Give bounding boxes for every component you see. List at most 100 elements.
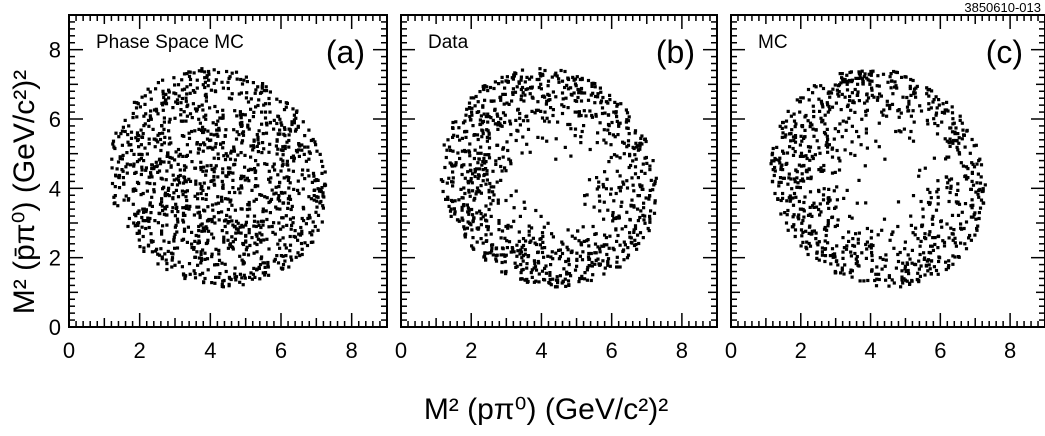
- data-point: [278, 100, 282, 104]
- data-point: [587, 178, 592, 182]
- data-point: [280, 123, 284, 127]
- data-point: [185, 189, 189, 193]
- data-point: [143, 94, 147, 98]
- data-point: [968, 233, 972, 238]
- data-point: [255, 133, 259, 137]
- data-point: [241, 130, 246, 134]
- data-point: [139, 156, 143, 161]
- data-point: [288, 249, 292, 253]
- data-point: [810, 232, 814, 236]
- data-point: [208, 145, 212, 149]
- data-point: [280, 164, 284, 168]
- data-point: [475, 186, 480, 190]
- data-point: [458, 156, 462, 161]
- data-point: [166, 193, 170, 197]
- data-point: [255, 234, 259, 238]
- data-point: [276, 147, 280, 151]
- data-point: [285, 223, 289, 227]
- data-point: [824, 143, 828, 147]
- data-point: [799, 96, 803, 100]
- data-point: [187, 131, 191, 135]
- data-point: [282, 176, 286, 180]
- data-point: [281, 201, 286, 205]
- data-point: [852, 244, 857, 248]
- data-point: [857, 178, 861, 182]
- data-point: [202, 281, 206, 285]
- data-point: [206, 84, 210, 88]
- data-point: [903, 267, 907, 271]
- data-point: [323, 170, 327, 174]
- data-point: [449, 214, 453, 218]
- data-point: [298, 144, 302, 148]
- data-point: [501, 253, 506, 257]
- y-tick-label: 0: [49, 315, 61, 340]
- data-point: [585, 278, 589, 282]
- data-point: [307, 174, 311, 178]
- data-point: [827, 196, 831, 200]
- data-point: [300, 252, 304, 257]
- data-point: [642, 201, 646, 205]
- data-point: [251, 81, 255, 85]
- data-point: [840, 135, 844, 139]
- data-point: [887, 284, 891, 288]
- data-point: [489, 202, 493, 206]
- data-point: [446, 197, 450, 201]
- data-point: [310, 180, 314, 184]
- data-point: [166, 249, 170, 253]
- data-point: [321, 206, 325, 210]
- data-point: [808, 205, 812, 209]
- data-point: [447, 145, 452, 149]
- data-point: [180, 238, 184, 242]
- data-point: [654, 176, 658, 180]
- data-point: [174, 202, 178, 206]
- data-point: [252, 266, 256, 270]
- data-point: [936, 187, 940, 191]
- data-point: [559, 68, 563, 73]
- data-point: [242, 273, 246, 277]
- data-point: [928, 190, 932, 195]
- data-point: [604, 187, 608, 191]
- data-point: [128, 163, 133, 167]
- data-point: [147, 175, 151, 179]
- data-point: [255, 250, 259, 254]
- data-point: [887, 274, 891, 278]
- data-point: [171, 252, 175, 256]
- data-point: [260, 233, 264, 237]
- data-point: [137, 209, 141, 213]
- data-point: [827, 143, 831, 147]
- x-tick-label: 6: [934, 338, 946, 363]
- data-point: [206, 129, 210, 133]
- data-point: [261, 132, 265, 136]
- data-point: [889, 72, 893, 76]
- data-point: [527, 77, 532, 81]
- data-point: [120, 143, 124, 147]
- data-point: [221, 108, 225, 112]
- data-point: [930, 244, 934, 248]
- data-point: [204, 113, 208, 117]
- data-point: [127, 124, 131, 128]
- data-point: [285, 140, 289, 144]
- data-point: [146, 118, 151, 122]
- data-point: [240, 223, 244, 227]
- data-point: [462, 225, 466, 229]
- data-point: [839, 108, 843, 112]
- data-point: [587, 251, 591, 256]
- data-point: [200, 69, 204, 73]
- data-point: [120, 168, 124, 172]
- data-point: [849, 108, 853, 112]
- data-point: [497, 156, 501, 161]
- data-point: [190, 242, 194, 246]
- data-point: [253, 91, 257, 95]
- data-point: [637, 241, 641, 246]
- data-point: [588, 109, 592, 113]
- data-point: [603, 170, 607, 174]
- data-point: [865, 146, 869, 150]
- data-point: [226, 86, 230, 91]
- data-point: [792, 112, 796, 116]
- data-point: [977, 195, 981, 199]
- data-point: [278, 117, 282, 121]
- data-point: [242, 252, 246, 256]
- data-point: [180, 78, 184, 82]
- data-point: [595, 187, 599, 191]
- data-point: [914, 226, 918, 230]
